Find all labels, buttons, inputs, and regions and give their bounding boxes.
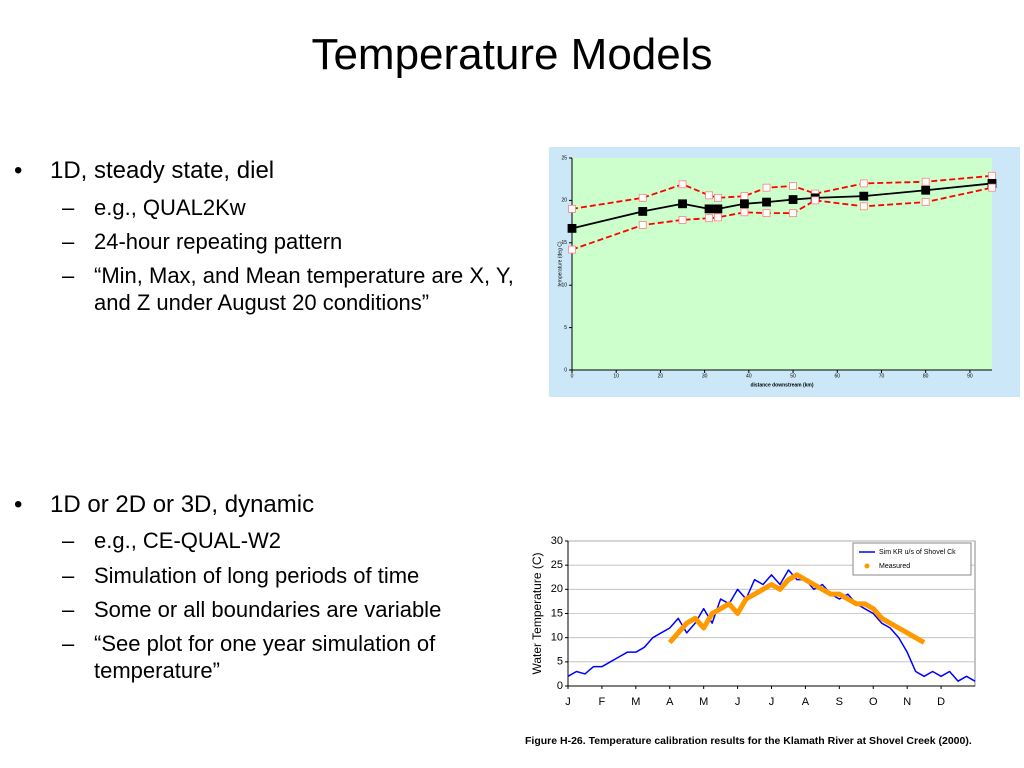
x-tick-label: 60 [834,373,840,379]
y-tick-label: 10 [561,283,567,289]
series-line [571,186,993,251]
marker [988,183,996,192]
x-tick-label: 10 [613,373,619,379]
y-tick-label: 10 [551,632,563,644]
slide-title: Temperature Models [311,30,713,79]
x-tick-label: 40 [746,373,752,379]
x-tick-label: A [666,696,674,708]
series-line [567,569,976,682]
x-tick-label: F [599,696,606,708]
y-tick-label: 0 [564,367,567,373]
marker [762,209,771,218]
x-tick-label: D [937,696,945,708]
marker [568,204,576,213]
sub-bullet: e.g., QUAL2Kw [62,194,514,221]
marker [740,192,749,201]
marker [638,193,647,202]
sub-bullet: 24-hour repeating pattern [62,228,514,255]
x-tick-label: M [699,696,708,708]
marker [859,202,868,211]
marker [859,179,868,188]
marker [638,207,648,216]
sub-bullet: Simulation of long periods of time [62,562,514,589]
marker [713,204,723,214]
x-tick-label: J [735,696,741,708]
marker [988,171,996,180]
marker [705,191,713,200]
x-tick-label: 70 [879,373,885,379]
marker [789,209,797,218]
y-tick-label: 5 [564,325,567,331]
sub-bullet: “Min, Max, and Mean temperature are X, Y… [62,262,514,316]
x-tick-label: 20 [658,373,664,379]
series-line [667,572,926,645]
x-tick-label: 50 [790,373,796,379]
y-tick-label: 0 [557,680,563,692]
y-axis-label: temperature (deg C) [557,241,563,286]
marker [704,204,714,214]
y-tick-label: 25 [561,155,567,161]
y-tick-label: 20 [561,198,567,204]
x-tick-label: N [903,696,911,708]
marker [789,182,797,190]
y-axis-label: Water Temperature (C) [530,552,544,674]
marker [678,216,687,224]
marker [713,193,722,202]
legend-label: Sim KR u/s of Shovel Ck [879,549,956,556]
bullet: 1D, steady state, diel [14,157,274,185]
marker [921,185,931,195]
y-tick-label: 25 [551,559,563,571]
x-tick-label: J [565,696,571,708]
bullet: 1D or 2D or 3D, dynamic [14,491,314,519]
x-tick-label: 0 [571,373,574,379]
caption: Figure H-26. Temperature calibration res… [525,735,972,747]
sub-bullet: Some or all boundaries are variable [62,596,514,623]
y-tick-label: 30 [551,535,563,547]
marker [740,199,749,209]
marker [638,221,647,229]
marker [568,245,576,254]
marker [762,197,771,207]
marker [713,213,722,222]
series-line [571,182,993,230]
marker [921,177,930,186]
y-tick-label: 20 [551,583,563,595]
marker [921,198,930,206]
legend-box [852,542,972,576]
x-tick-label: 80 [923,373,929,379]
marker [678,199,687,209]
marker [740,208,749,217]
marker [678,180,687,189]
legend-label: Measured [879,563,910,570]
series-line [571,174,993,210]
legend-swatch [864,563,870,569]
sub-bullet: e.g., CE-QUAL-W2 [62,527,514,554]
y-tick-label: 15 [561,240,567,246]
x-tick-label: J [769,696,775,708]
marker [859,191,869,201]
sub-bullet: “See plot for one year simulation of tem… [62,630,514,684]
x-tick-label: A [802,696,810,708]
x-axis-label: distance downstream (km) [750,382,813,388]
x-tick-label: 30 [702,373,708,379]
x-tick-label: O [869,696,878,708]
x-tick-label: S [836,696,843,708]
y-tick-label: 15 [551,607,563,619]
marker [762,183,771,192]
x-tick-label: M [631,696,640,708]
x-tick-label: 90 [967,373,973,379]
y-tick-label: 5 [557,656,563,668]
marker [705,214,713,223]
marker [567,223,577,233]
marker [788,195,798,204]
marker [811,196,820,205]
